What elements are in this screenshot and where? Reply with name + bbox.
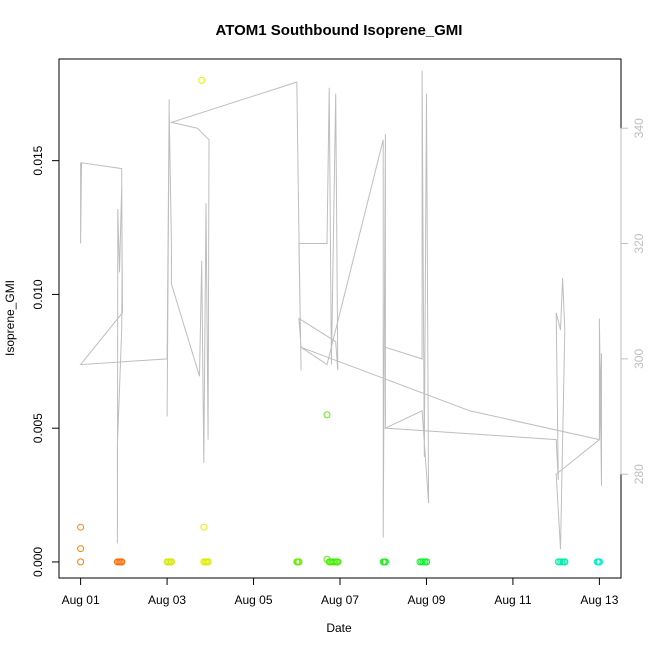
x-axis: Aug 01 Aug 03 Aug 05 Aug 07 Aug 09 Aug 11 Aug … xyxy=(62,577,619,607)
y-tick-label: 0.005 xyxy=(31,413,45,443)
x-tick-label: Aug 11 xyxy=(494,593,531,607)
y-axis-right: 280 300 320 340 xyxy=(620,118,646,484)
data-point xyxy=(334,558,342,566)
x-tick-label: Aug 05 xyxy=(235,593,273,607)
data-point xyxy=(200,523,208,531)
data-point xyxy=(77,545,85,553)
data-point xyxy=(118,558,126,566)
x-tick-label: Aug 13 xyxy=(580,593,618,607)
plot-box xyxy=(58,58,622,579)
data-point xyxy=(381,558,389,566)
data-point xyxy=(323,411,331,419)
data-point xyxy=(204,558,212,566)
y2-tick-label: 320 xyxy=(632,233,646,253)
y-tick-label: 0.015 xyxy=(31,145,45,175)
data-point xyxy=(77,523,85,531)
chart-title: ATOM1 Southbound Isoprene_GMI xyxy=(216,22,463,39)
y2-tick-label: 300 xyxy=(632,349,646,369)
x-tick-label: Aug 01 xyxy=(62,593,100,607)
line-series-path xyxy=(79,70,602,550)
x-tick-label: Aug 07 xyxy=(321,593,359,607)
secondary-line-series xyxy=(79,70,602,550)
x-tick-label: Aug 03 xyxy=(148,593,186,607)
y-tick-label: 0.000 xyxy=(31,547,45,577)
x-tick-label: Aug 09 xyxy=(407,593,445,607)
data-point xyxy=(167,558,175,566)
x-axis-label: Date xyxy=(326,621,352,635)
y-tick-label: 0.010 xyxy=(31,279,45,309)
data-point xyxy=(295,558,303,566)
primary-point-series xyxy=(77,76,603,566)
data-point xyxy=(595,558,603,566)
data-point xyxy=(198,76,206,84)
y2-tick-label: 340 xyxy=(632,118,646,138)
data-point xyxy=(423,558,430,566)
y2-tick-label: 280 xyxy=(632,464,646,484)
data-point xyxy=(561,558,569,566)
y-axis-left: 0.000 0.005 0.010 0.015 xyxy=(31,145,60,577)
data-point xyxy=(77,558,85,566)
y-axis-label: Isoprene_GMI xyxy=(3,280,17,356)
